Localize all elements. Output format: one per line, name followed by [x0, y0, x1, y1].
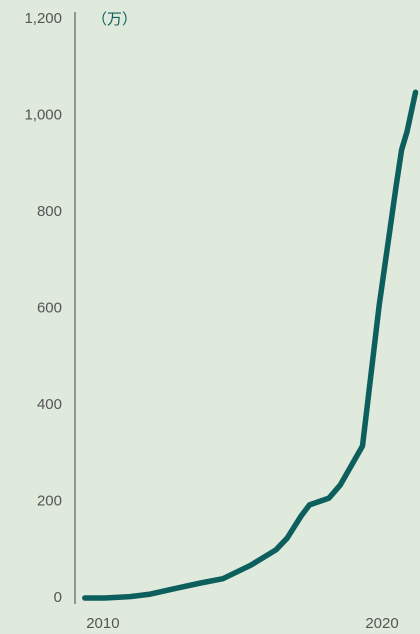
x-tick-label: 2010	[86, 615, 119, 632]
data-line	[82, 89, 419, 601]
y-tick-label: 600	[37, 299, 62, 316]
y-tick-label: 0	[54, 589, 62, 606]
unit-label: （万）	[92, 11, 137, 28]
y-tick-label: 200	[37, 492, 62, 509]
y-tick-label: 800	[37, 203, 62, 220]
y-tick-label: 400	[37, 396, 62, 413]
y-tick-label: 1,200	[24, 10, 62, 27]
y-tick-label: 1,000	[24, 106, 62, 123]
x-tick-label: 2020	[365, 615, 398, 632]
